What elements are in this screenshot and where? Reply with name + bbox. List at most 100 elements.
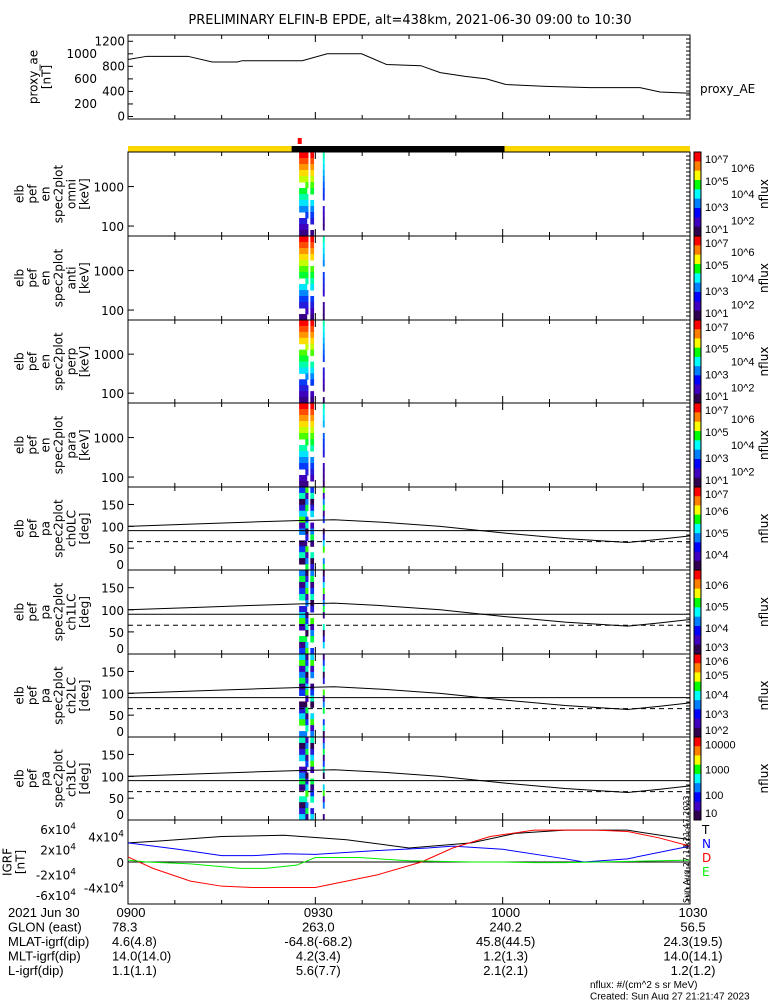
spectrogram-cell — [310, 576, 315, 583]
spectrogram-cell — [322, 278, 325, 285]
colorbar-tick-label: 10^3 — [705, 709, 729, 721]
colorbar-tick-label: 10^1 — [705, 391, 729, 403]
spectrogram-cell — [299, 570, 308, 577]
y-tick-label: 0 — [116, 642, 124, 656]
spectrogram-cell — [299, 624, 308, 631]
spectrogram-cell — [299, 320, 308, 327]
y-axis-label: spec2plot — [52, 582, 66, 641]
spectrogram-cell — [310, 242, 315, 249]
spectrogram-cell — [310, 719, 315, 726]
y-axis-label: elb — [13, 603, 27, 621]
spectrogram-cell — [299, 385, 308, 392]
spectrogram-cell — [299, 337, 308, 345]
spectrogram-panel-ch3LC: 0 50 100 150 elb pef pa spec2plot ch3LC [deg] 1000… — [13, 736, 771, 822]
spectrogram-cell — [310, 504, 315, 512]
igrf-line-E — [127, 857, 691, 869]
spectrogram-cell — [305, 397, 309, 404]
spectrogram-cell — [305, 487, 309, 494]
pitch-angle-curve — [127, 519, 691, 543]
y-axis-label: para — [65, 431, 79, 458]
spectrogram-cell — [310, 778, 315, 785]
colorbar-segment — [694, 310, 701, 321]
status-segment — [291, 146, 505, 152]
spectrogram-cell — [305, 343, 309, 351]
y-axis-label: anti — [65, 267, 79, 290]
spectrogram-cell — [305, 463, 309, 470]
y-tick-label: 50 — [109, 792, 124, 806]
spectrogram-cell — [299, 594, 308, 601]
colorbar-segment — [694, 347, 701, 358]
spectrogram-cell — [299, 713, 308, 720]
colorbar-tick-label: 10^2 — [705, 725, 729, 737]
spectrogram-cell — [310, 510, 315, 518]
spectrogram-cell — [322, 272, 325, 279]
colorbar-tick-label: 10^1 — [705, 308, 729, 320]
colorbar-segment — [694, 598, 701, 608]
spectrogram-cell — [310, 200, 315, 207]
colorbar-segment — [694, 579, 701, 590]
y-axis-label: spec2plot — [52, 749, 66, 808]
spectrogram-cell — [299, 731, 308, 738]
spectrogram-cell — [305, 600, 309, 607]
spectrogram-cell — [299, 409, 308, 416]
colorbar-segment — [694, 198, 701, 209]
spectrogram-cell — [305, 260, 309, 267]
spectrogram-cell — [299, 170, 308, 177]
spectrogram-cell — [299, 296, 308, 303]
spectrogram-cell — [305, 403, 309, 410]
spectrogram-cell — [322, 707, 325, 714]
colorbar-segment — [694, 282, 701, 293]
spectrogram-panel-ch1LC: 0 50 100 150 elb pef pa spec2plot ch1LC [deg] 10^6… — [13, 569, 771, 656]
colorbar-segment — [694, 273, 701, 284]
colorbar-tick-label: 10^5 — [705, 344, 729, 356]
status-segment — [504, 146, 690, 152]
spectrogram-cell — [310, 445, 315, 452]
colorbar-segment — [694, 746, 701, 756]
colorbar-tick-label: 10^4 — [705, 690, 729, 702]
spectrogram-cell — [305, 296, 309, 303]
spectrogram-cell — [305, 564, 309, 571]
colorbar-tick-label: 10^4 — [731, 273, 755, 285]
spectrogram-cell — [310, 409, 315, 416]
y-axis-label: elb — [13, 185, 27, 203]
colorbar-segment — [694, 254, 701, 265]
spectrogram-cell — [322, 355, 325, 362]
colorbar-tick-label: 10^4 — [705, 623, 729, 635]
y-tick-label: 0 — [116, 725, 124, 739]
spectrogram-cell — [310, 564, 315, 571]
colorbar-tick-label: 10^6 — [731, 414, 755, 426]
spectrogram-cell — [322, 236, 325, 243]
spectrogram-cell — [299, 766, 308, 774]
spectrogram-cell — [322, 796, 325, 803]
colorbar-segment — [694, 170, 701, 181]
spectrogram-cell — [299, 546, 308, 553]
spectrogram-cell — [305, 433, 309, 440]
status-segment — [128, 146, 292, 152]
ephemeris-row-label: L-igrf(dip) — [8, 963, 64, 978]
igrf-line-N — [127, 842, 691, 863]
colorbar-segment — [694, 560, 701, 571]
spectrogram-cell — [305, 194, 309, 201]
spectrogram-cell — [322, 719, 325, 726]
spectrogram-cell — [310, 397, 315, 404]
spectrogram-cell — [305, 570, 309, 577]
spectrogram-cell — [305, 409, 309, 416]
y-tick-label: 1000 — [93, 348, 124, 362]
spectrogram-cell — [305, 182, 309, 189]
spectrogram-cell — [310, 558, 315, 565]
colorbar-segment — [694, 440, 701, 451]
spectrogram-cell — [305, 176, 309, 183]
spectrogram-cell — [299, 487, 308, 494]
colorbar-segment — [694, 644, 701, 655]
spectrogram-cell — [299, 427, 308, 434]
spectrogram-cell — [322, 170, 325, 177]
colorbar-segment — [694, 152, 701, 162]
spectrogram-cell — [305, 707, 309, 714]
ephemeris-value: 1.2(1.3) — [483, 949, 528, 964]
spectrogram-cell — [310, 808, 315, 815]
spectrogram-cell — [322, 492, 325, 500]
spectrogram-cell — [305, 272, 309, 279]
spectrogram-cell — [305, 588, 309, 595]
spectrogram-cell — [310, 164, 315, 171]
